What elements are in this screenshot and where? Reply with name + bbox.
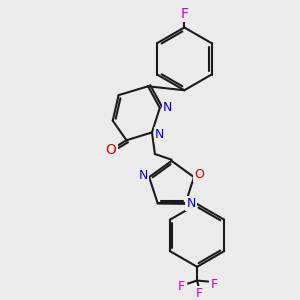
Text: F: F xyxy=(178,280,185,293)
Text: F: F xyxy=(211,278,218,291)
Text: N: N xyxy=(155,128,164,141)
Text: F: F xyxy=(196,287,202,300)
Text: N: N xyxy=(163,101,172,114)
Text: N: N xyxy=(187,197,196,210)
Text: F: F xyxy=(180,7,188,21)
Text: O: O xyxy=(194,168,204,181)
Text: N: N xyxy=(139,169,148,182)
Text: O: O xyxy=(105,143,116,157)
